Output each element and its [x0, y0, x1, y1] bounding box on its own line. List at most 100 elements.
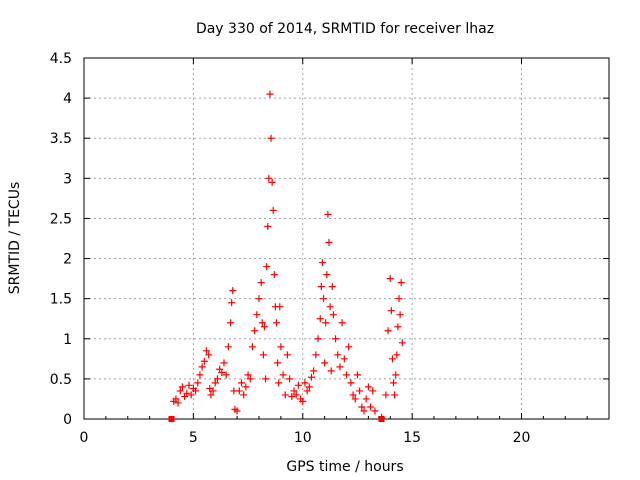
- y-tick-label: 2: [63, 252, 72, 268]
- data-point: [394, 323, 402, 331]
- data-point: [258, 319, 266, 327]
- data-point: [351, 395, 359, 403]
- data-point: [386, 275, 394, 283]
- data-point: [317, 283, 325, 291]
- data-point: [260, 323, 268, 331]
- data-point: [338, 319, 346, 327]
- data-point: [323, 271, 331, 279]
- data-point: [192, 387, 200, 395]
- data-point: [362, 395, 370, 403]
- data-point: [305, 383, 313, 391]
- data-point: [390, 379, 398, 387]
- data-point: [255, 295, 263, 303]
- data-point: [242, 383, 250, 391]
- data-point: [367, 403, 375, 411]
- data-point: [263, 263, 271, 271]
- data-point: [321, 359, 329, 367]
- data-point: [207, 391, 215, 399]
- data-point: [198, 363, 206, 371]
- data-point: [286, 375, 294, 383]
- data-point: [397, 279, 405, 287]
- data-point: [329, 311, 337, 319]
- data-point: [371, 407, 379, 415]
- data-point: [203, 347, 210, 355]
- data-point: [200, 357, 208, 365]
- y-tick-label: 4: [63, 91, 72, 107]
- data-point: [220, 359, 228, 367]
- data-point: [196, 371, 204, 379]
- data-point: [277, 343, 285, 351]
- x-tick-label: 0: [80, 430, 89, 446]
- data-point: [187, 391, 195, 399]
- y-axis-label: SRMTID / TECUs: [7, 182, 23, 295]
- data-point: [276, 303, 284, 311]
- data-point: [288, 393, 296, 401]
- data-point: [378, 413, 385, 421]
- data-point: [283, 351, 291, 359]
- data-point: [290, 387, 298, 395]
- data-point: [301, 379, 309, 387]
- data-point: [358, 403, 366, 411]
- data-point: [213, 375, 221, 383]
- data-point: [246, 375, 254, 383]
- data-point: [388, 355, 396, 363]
- data-point: [393, 351, 401, 359]
- data-point: [222, 371, 230, 379]
- y-tick-label: 4.5: [50, 51, 72, 67]
- data-point: [233, 407, 241, 415]
- grid: [84, 58, 609, 419]
- data-point: [325, 239, 333, 247]
- data-point: [266, 90, 274, 98]
- data-point: [205, 351, 213, 359]
- data-point: [269, 206, 277, 214]
- data-point: [334, 351, 342, 359]
- data-point: [218, 368, 226, 376]
- data-point: [392, 371, 400, 379]
- data-point: [318, 259, 326, 267]
- x-tick-label: 20: [513, 430, 531, 446]
- data-point: [327, 367, 335, 375]
- tick-labels: 0 0.5 1 1.5 2 2.5 3 3.5 4 4.5 0 5 10 15 20: [50, 51, 531, 446]
- data-point: [391, 391, 399, 399]
- data-point: [211, 379, 219, 387]
- data-point: [257, 279, 265, 287]
- x-axis-label: GPS time / hours: [286, 459, 403, 475]
- x-tick-label: 15: [403, 430, 421, 446]
- data-point: [228, 299, 236, 307]
- data-point: [178, 383, 186, 391]
- data-point: [265, 174, 273, 182]
- data-point: [382, 391, 390, 399]
- y-tick-label: 0.5: [50, 372, 72, 388]
- data-points: [168, 90, 406, 422]
- data-point: [273, 319, 280, 327]
- data-point: [176, 387, 184, 395]
- data-point: [267, 134, 275, 142]
- data-point: [194, 379, 202, 387]
- data-point: [253, 311, 261, 319]
- data-point: [387, 307, 395, 315]
- y-tick-label: 3.5: [50, 131, 72, 147]
- data-point: [349, 391, 357, 399]
- data-point: [328, 283, 336, 291]
- chart-title: Day 330 of 2014, SRMTID for receiver lha…: [196, 21, 494, 37]
- data-point: [340, 355, 348, 363]
- baseline-marker: [168, 416, 175, 422]
- data-point: [314, 335, 322, 343]
- data-point: [320, 295, 328, 303]
- data-point: [270, 271, 278, 279]
- data-point: [324, 210, 332, 218]
- data-point: [183, 389, 191, 397]
- data-point: [326, 303, 334, 311]
- data-point: [174, 399, 182, 407]
- data-point: [395, 295, 403, 303]
- data-point: [303, 387, 311, 395]
- data-point: [353, 371, 361, 379]
- data-point: [172, 395, 180, 403]
- data-point: [244, 371, 252, 379]
- data-point: [356, 387, 364, 395]
- data-point: [369, 387, 377, 395]
- data-point: [240, 391, 248, 399]
- data-point: [322, 319, 330, 327]
- data-point: [294, 381, 302, 389]
